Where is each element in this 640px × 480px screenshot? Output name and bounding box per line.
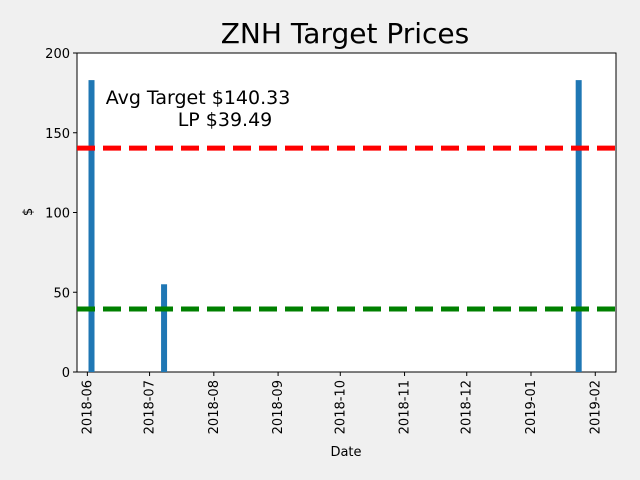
y-tick-label: 200 <box>45 47 70 62</box>
bar-1 <box>161 284 168 372</box>
x-tick-label: 2018-11 <box>398 380 413 434</box>
x-tick-label: 2019-01 <box>524 380 539 434</box>
y-axis: 0 50 100 150 200 <box>45 47 77 381</box>
reference-lines-group <box>77 145 616 312</box>
y-tick-label: 150 <box>45 127 70 142</box>
y-axis-label: $ <box>21 208 36 216</box>
x-tick-label: 2018-08 <box>207 380 222 434</box>
bar-2 <box>575 80 582 373</box>
x-axis: 2018-06 2018-07 2018-08 2018-09 2018-10 2018-… <box>80 372 603 434</box>
chart-title: ZNH Target Prices <box>221 17 470 50</box>
x-tick-label: 2019-02 <box>588 380 603 434</box>
x-tick-label: 2018-07 <box>143 380 158 434</box>
x-tick-label: 2018-12 <box>460 380 475 434</box>
x-tick-label: 2018-06 <box>80 380 95 434</box>
y-tick-label: 100 <box>45 207 70 222</box>
x-tick-label: 2018-10 <box>333 380 348 434</box>
x-tick-label: 2018-09 <box>271 380 286 434</box>
y-tick-label: 0 <box>62 366 70 381</box>
annotation-avg-target: Avg Target $140.33 <box>106 87 291 109</box>
x-axis-label: Date <box>330 445 361 460</box>
bar-0 <box>88 80 95 373</box>
annotation-lp: LP $39.49 <box>178 109 273 131</box>
y-tick-label: 50 <box>53 286 70 301</box>
bars-group <box>88 80 582 373</box>
